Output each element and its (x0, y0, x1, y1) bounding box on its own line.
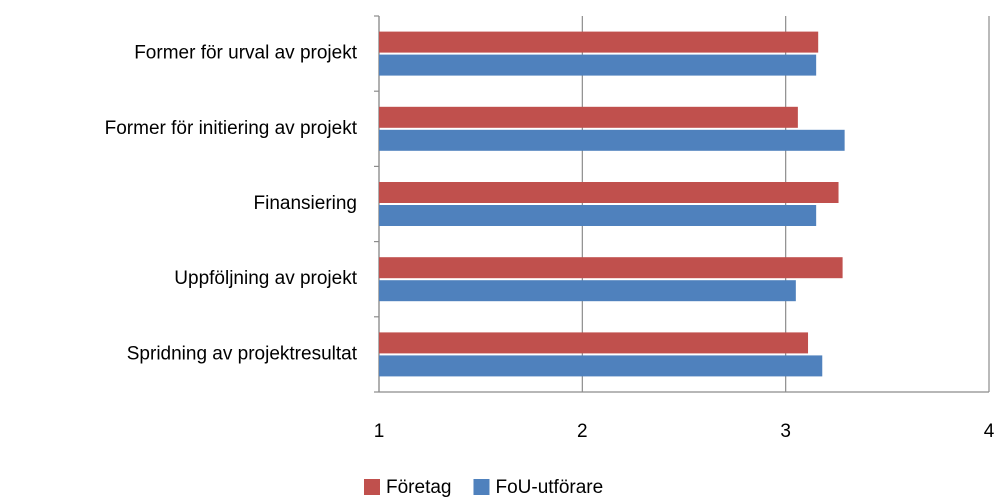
legend-label: Företag (386, 477, 451, 498)
bar (379, 182, 839, 203)
legend-swatch (473, 479, 490, 495)
x-tick-label: 2 (577, 421, 588, 442)
bar (379, 54, 817, 76)
bar (379, 280, 796, 302)
bar (379, 31, 819, 53)
bar (379, 332, 809, 354)
x-tick-label: 3 (780, 421, 791, 442)
bar (379, 129, 845, 151)
bar (379, 106, 798, 128)
bar (379, 355, 823, 377)
y-tick-label: Finansiering (254, 193, 358, 214)
y-tick-label: Uppföljning av projekt (174, 268, 357, 289)
legend-label: FoU-utförare (495, 477, 603, 498)
x-tick-label: 4 (984, 421, 995, 442)
x-tick-label: 1 (374, 421, 385, 442)
legend-swatch (364, 479, 380, 495)
bar (379, 257, 843, 279)
y-tick-label: Former för urval av projekt (134, 43, 358, 64)
bar (379, 205, 817, 226)
y-tick-label: Former för initiering av projekt (105, 118, 358, 139)
y-tick-label: Spridning av projektresultat (127, 343, 358, 364)
